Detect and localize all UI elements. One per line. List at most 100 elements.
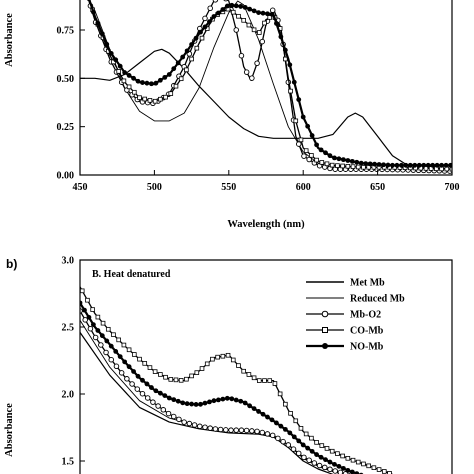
panel-b-data-point bbox=[230, 357, 236, 363]
panel-b-data-point bbox=[241, 368, 246, 374]
panel-b-data-point bbox=[132, 352, 137, 357]
panel-b-data-point bbox=[82, 317, 88, 323]
panel-a-ylabel: Absorbance bbox=[4, 13, 15, 67]
panel-a-frame bbox=[79, 0, 453, 176]
panel-a-data-point bbox=[403, 162, 409, 168]
panel-a-data-point bbox=[184, 48, 190, 54]
panel-b-data-point bbox=[126, 364, 132, 370]
panel-a-data-point bbox=[444, 166, 450, 172]
panel-a-data-point bbox=[230, 9, 236, 15]
panel-b-data-point bbox=[376, 467, 382, 472]
legend-label: Met Mb bbox=[350, 278, 385, 289]
panel-a-data-point bbox=[140, 80, 145, 85]
panel-b-data-point bbox=[215, 354, 220, 360]
legend-label: CO-Mb bbox=[350, 326, 384, 337]
panel-b-series-met-mb bbox=[80, 332, 334, 474]
panel-b-data-point bbox=[229, 396, 235, 402]
panel-a-data-point bbox=[305, 123, 311, 129]
panel-b-data-point bbox=[238, 398, 244, 404]
panel-b-data-point bbox=[269, 417, 275, 423]
panel-b-data-point bbox=[86, 314, 92, 320]
panel-a-data-point bbox=[434, 162, 440, 168]
panel-a-series-line bbox=[87, 0, 452, 172]
panel-b-data-point bbox=[118, 370, 125, 376]
panel-b-data-point bbox=[166, 395, 172, 401]
panel-b-data-point bbox=[171, 397, 177, 403]
panel-b-data-point bbox=[233, 427, 239, 433]
panel-a-data-point bbox=[298, 137, 304, 143]
panel-b-data-point bbox=[157, 390, 163, 396]
panel-a-xtick-label: 450 bbox=[73, 182, 88, 193]
panel-b-series-line bbox=[80, 302, 362, 474]
panel-a-data-point bbox=[254, 60, 260, 67]
panel-a-data-point bbox=[358, 160, 364, 166]
panel-a-data-point bbox=[147, 98, 153, 103]
panel-b-data-point bbox=[223, 427, 229, 433]
panel-a-data-point bbox=[324, 161, 330, 167]
panel-b-data-point bbox=[194, 370, 200, 375]
panel-b-data-point bbox=[256, 409, 261, 414]
panel-b-data-point bbox=[260, 411, 266, 417]
panel-b-data-point bbox=[265, 414, 270, 420]
panel-a-series-line bbox=[80, 48, 452, 170]
panel-b-data-point bbox=[175, 398, 181, 404]
panel-a-data-point bbox=[233, 27, 239, 33]
panel-a-xlabel: Wavelength (nm) bbox=[227, 219, 305, 230]
panel-a-data-point bbox=[243, 69, 250, 75]
panel-b-data-point bbox=[249, 428, 255, 434]
panel-a-data-point bbox=[95, 21, 101, 26]
panel-b-data-point bbox=[287, 430, 293, 436]
panel-b-data-point bbox=[140, 377, 145, 383]
panel-b-data-point bbox=[211, 398, 217, 404]
panel-a-data-point bbox=[381, 162, 386, 168]
panel-b-data-point bbox=[280, 438, 286, 445]
panel-a-data-point bbox=[157, 77, 163, 83]
panel-a-data-point bbox=[178, 76, 184, 82]
panel-b-data-point bbox=[236, 363, 241, 368]
panel-a-data-point bbox=[207, 19, 212, 25]
panel-b-data-point bbox=[309, 448, 315, 454]
panel-b-data-point bbox=[193, 402, 199, 407]
panel-b-data-point bbox=[129, 381, 135, 387]
panel-b-data-point bbox=[306, 457, 312, 463]
panel-b-data-point bbox=[163, 374, 168, 380]
panel-b-data-point bbox=[103, 349, 109, 356]
panel-a-data-point bbox=[421, 162, 427, 168]
panel-b-ytick-label: 3.0 bbox=[62, 256, 75, 267]
panel-b-data-point bbox=[355, 459, 361, 465]
panel-b-data-point bbox=[220, 396, 226, 402]
panel-a-data-point bbox=[166, 72, 172, 77]
panel-a-data-point bbox=[199, 35, 205, 41]
panel-b-data-point bbox=[224, 395, 230, 401]
panel-a-data-point bbox=[259, 38, 266, 45]
panel-a-data-point bbox=[152, 98, 158, 104]
panel-b-data-point bbox=[254, 428, 260, 435]
panel-a-data-point bbox=[376, 162, 382, 167]
panel-a-data-point bbox=[207, 5, 213, 11]
panel-b-data-point bbox=[257, 378, 262, 383]
panel-b-frame bbox=[79, 259, 453, 474]
panel-b-data-point bbox=[242, 400, 248, 406]
panel-b-data-point bbox=[212, 426, 219, 432]
legend-item: Mb-O2 bbox=[306, 310, 381, 321]
panel-b-ytick-label: 2.5 bbox=[62, 323, 75, 334]
panel-b-data-point bbox=[335, 451, 340, 456]
panel-a-data-point bbox=[293, 118, 299, 124]
panel-b-data-point bbox=[197, 423, 203, 430]
panel-a-data-point bbox=[329, 162, 335, 168]
panel-b-data-point bbox=[259, 429, 266, 436]
panel-b-data-point bbox=[323, 457, 328, 463]
panel-a-data-point bbox=[158, 96, 163, 102]
panel-a-data-point bbox=[291, 79, 297, 85]
panel-b-data-point bbox=[173, 377, 179, 383]
panel-b-data-point bbox=[316, 462, 323, 469]
panel-a-data-point bbox=[241, 18, 246, 23]
panel-b-data-point bbox=[181, 419, 187, 425]
panel-b-data-point bbox=[122, 359, 128, 365]
panel-a-data-point bbox=[153, 80, 159, 86]
panel-a-data-point bbox=[309, 133, 315, 138]
panel-b-data-point bbox=[295, 450, 302, 457]
panel-b-data-point bbox=[220, 353, 226, 359]
panel-b-data-point bbox=[113, 348, 119, 354]
panel-b-data-point bbox=[153, 388, 159, 394]
